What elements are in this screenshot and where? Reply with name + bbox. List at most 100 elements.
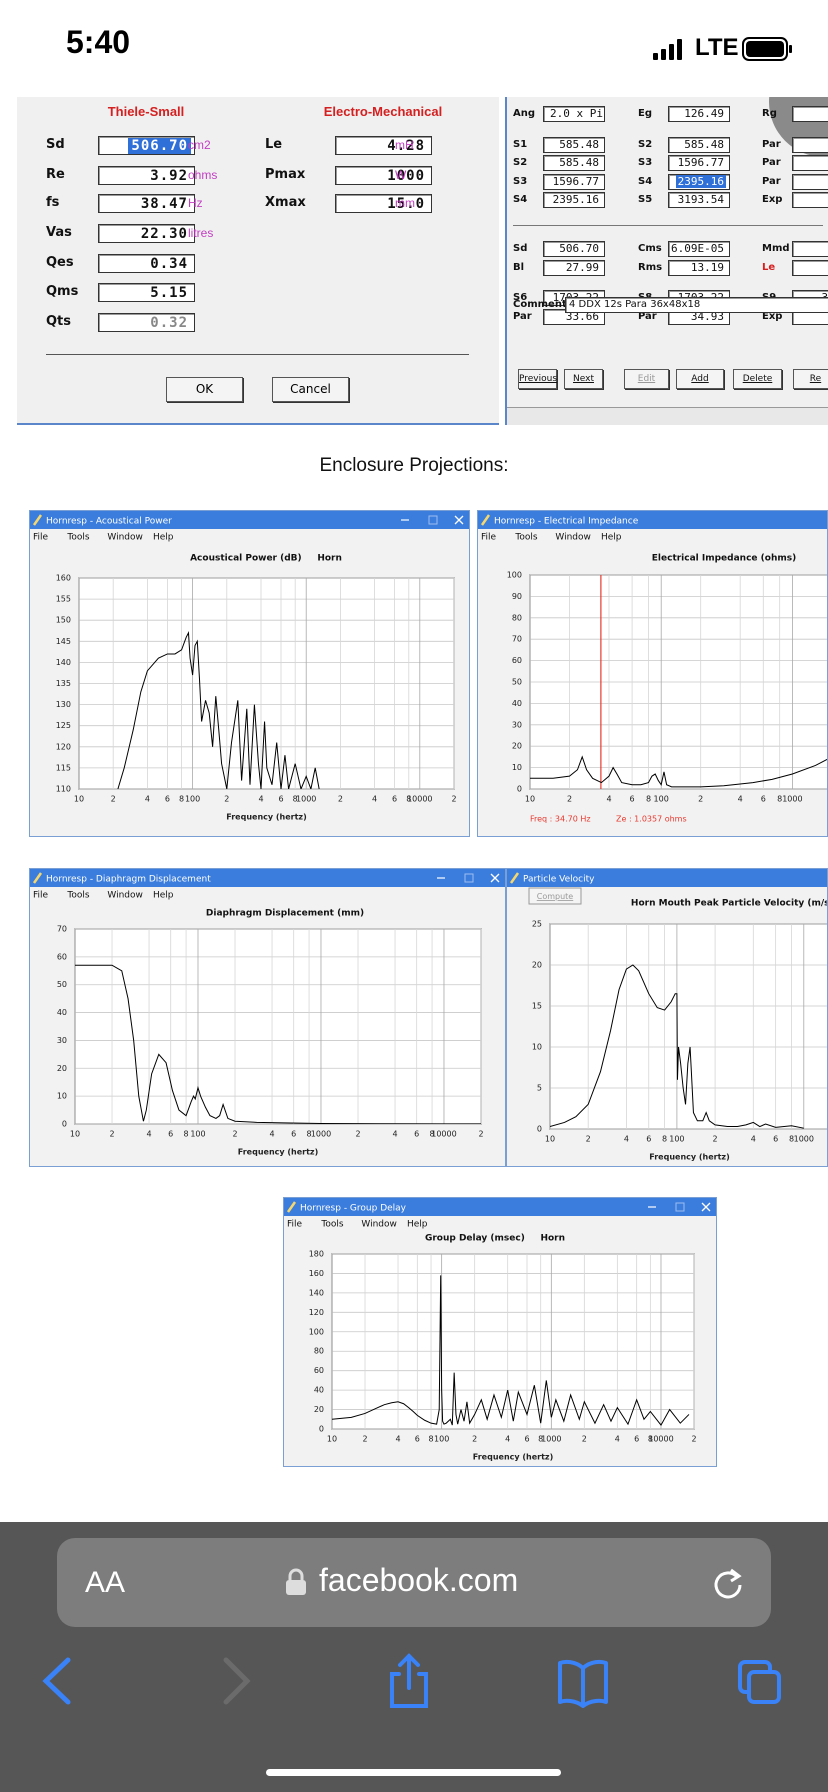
x-tick-label: 6 (165, 795, 170, 804)
x-tick-label: 2 (338, 795, 343, 804)
param-label: Pmax (265, 167, 306, 182)
menu-item: Window (555, 533, 591, 543)
button-frame (528, 887, 582, 905)
param-value[interactable]: 506.70 (128, 138, 191, 154)
horn-value[interactable]: 3193.54 (677, 193, 724, 206)
param-label: Le (265, 137, 283, 152)
param-value[interactable]: 1000 (387, 168, 425, 184)
horn-value[interactable]: 2395.16 (675, 175, 726, 188)
menu-item: Tools (66, 533, 89, 543)
param-value[interactable]: 0.32 (150, 315, 188, 331)
app-icon (480, 514, 491, 526)
param-label: Qts (46, 314, 72, 329)
horn-value[interactable]: 585.48 (559, 156, 599, 169)
y-tick-label: 50 (512, 678, 522, 687)
horn-label: S2 (513, 157, 528, 168)
data-line (530, 755, 827, 788)
x-tick-label: 2 (224, 795, 229, 804)
readout: Ze : 1.0357 ohms (616, 815, 687, 824)
button[interactable]: Cancel (272, 377, 349, 402)
button[interactable]: Edit (624, 369, 669, 389)
horn-box: 2.0 x Pi (543, 106, 605, 122)
param-value[interactable]: 38.47 (140, 196, 188, 212)
param-label: Xmax (265, 195, 306, 210)
button[interactable]: Compute (537, 892, 574, 901)
horn-box: 126.49 (668, 106, 730, 122)
button[interactable]: Previous (518, 369, 557, 389)
x-tick-label: 1000 (541, 1435, 561, 1444)
param-value[interactable]: 22.30 (140, 226, 188, 242)
app-icon (32, 514, 43, 526)
y-tick-label: 145 (56, 637, 71, 646)
horn-value[interactable]: 27.99 (565, 261, 599, 274)
button[interactable]: OK (166, 377, 243, 402)
horn-value[interactable]: 2.0 x Pi (550, 107, 603, 120)
horn-box: 6.09E-05 (668, 241, 730, 257)
y-tick-label: 50 (57, 980, 67, 989)
comment-value[interactable]: 4 DDX 12s Para 36x48x18 (569, 299, 701, 310)
x-tick-label: 2 (232, 1130, 237, 1139)
param-value[interactable]: 15.0 (387, 196, 425, 212)
y-tick-label: 30 (512, 720, 522, 729)
section-title: Enclosure Projections: (319, 455, 509, 476)
param-value[interactable]: 4.28 (387, 138, 425, 154)
x-axis-label: Frequency (hertz) (649, 1153, 729, 1162)
x-axis-label: Frequency (hertz) (226, 813, 306, 822)
x-tick-label: 4 (615, 1435, 620, 1444)
bookmarks-button[interactable] (558, 1659, 608, 1708)
horn-value[interactable]: 585.48 (684, 138, 724, 151)
y-tick-label: 0 (319, 1425, 324, 1434)
param-unit: cm2 (188, 138, 211, 152)
param-value[interactable]: 3.92 (150, 168, 188, 184)
horn-value[interactable]: 126.49 (684, 107, 724, 120)
forward-button[interactable] (223, 1657, 251, 1705)
y-tick-label: 0 (517, 785, 522, 794)
param-box: 5.15 (98, 283, 195, 302)
horn-value[interactable]: 585.48 (559, 138, 599, 151)
x-tick-label: 4 (392, 1130, 397, 1139)
horn-value[interactable]: 1596.77 (677, 156, 724, 169)
close-button (701, 1202, 711, 1212)
param-box: 1000 (335, 166, 432, 185)
back-button[interactable] (42, 1657, 71, 1705)
button[interactable]: Add (676, 369, 724, 389)
data-line (550, 964, 804, 1129)
reload-icon[interactable] (711, 1566, 745, 1600)
url-text[interactable]: facebook.com (319, 1562, 519, 1598)
param-value[interactable]: 0.34 (150, 256, 188, 272)
horn-box: 1596.77 (668, 155, 730, 171)
horn-value[interactable]: 34.93 (690, 310, 724, 323)
status-network: LTE (695, 34, 739, 61)
x-tick-label: 1000 (311, 1130, 331, 1139)
chart-title: Acoustical Power (dB) Horn (190, 554, 342, 564)
horn-panel: Ang 2.0 x Pi Eg 126.49 Rg 0 S1 585.48 S2 585.48 Pa… (505, 97, 828, 425)
horn-box: 33.66 (543, 309, 605, 325)
horn-value[interactable]: 1596.77 (552, 175, 599, 188)
param-box: 38.47 (98, 194, 195, 213)
param-box: 15.0 (335, 194, 432, 213)
share-button[interactable] (390, 1653, 428, 1708)
button[interactable]: Next (564, 369, 603, 389)
horn-value[interactable]: 13.19 (690, 261, 724, 274)
x-tick-label: 2 (362, 1435, 367, 1444)
button[interactable]: Delete (733, 369, 782, 389)
y-tick-label: 25 (532, 920, 542, 929)
button[interactable]: Re (793, 369, 828, 389)
param-value[interactable]: 5.15 (150, 285, 188, 301)
text-size-button[interactable]: AA (85, 1566, 126, 1599)
x-tick-label: 8 (428, 1435, 433, 1444)
horn-label: Le (762, 262, 776, 273)
y-tick-label: 10 (57, 1092, 67, 1101)
horn-value[interactable]: 6.09E-05 (671, 242, 724, 255)
horn-value[interactable]: 506.70 (559, 242, 599, 255)
chart: Hornresp - Diaphragm Displacement File Too… (30, 869, 505, 1157)
x-tick-label: 8 (648, 1435, 653, 1444)
x-tick-label: 10000 (407, 795, 432, 804)
title-bar (30, 511, 469, 529)
tabs-button[interactable] (738, 1660, 781, 1704)
x-tick-label: 1000 (782, 795, 802, 804)
separator (46, 354, 469, 355)
horn-value[interactable]: 33.66 (565, 310, 599, 323)
horn-value[interactable]: 2395.16 (552, 193, 599, 206)
url-bar[interactable]: AA facebook.com (57, 1538, 771, 1627)
